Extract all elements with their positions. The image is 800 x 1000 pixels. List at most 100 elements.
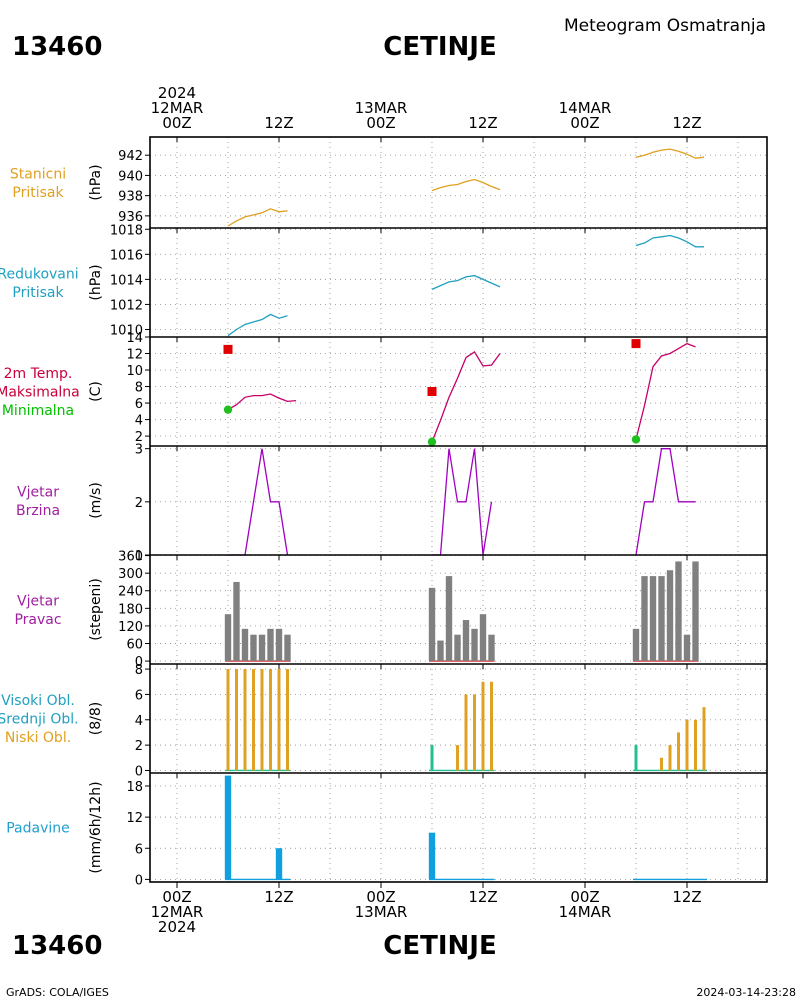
panel-label: Brzina xyxy=(16,503,60,519)
bottom-time-label: 13MAR xyxy=(355,903,408,921)
data-bar xyxy=(275,848,283,880)
header-station-id: 13460 xyxy=(12,32,102,62)
top-time-label: 12Z xyxy=(672,114,701,132)
panel-label: Pritisak xyxy=(12,285,64,301)
panel-label: 2m Temp. xyxy=(4,366,73,382)
y-tick-label: 12 xyxy=(126,811,143,826)
data-bar xyxy=(462,620,470,662)
data-bar xyxy=(277,669,281,771)
credit-text: GrADS: COLA/IGES xyxy=(6,986,109,999)
data-bar xyxy=(224,775,232,880)
y-tick-label: 2 xyxy=(135,739,143,754)
data-bar xyxy=(473,694,476,771)
top-time-label: 13MAR xyxy=(355,99,408,117)
bottom-time-label: 12Z xyxy=(468,888,497,906)
y-tick-label: 60 xyxy=(126,637,143,652)
bottom-time-label: 2024 xyxy=(158,918,196,936)
data-bar xyxy=(481,681,485,771)
panel-label: Pritisak xyxy=(12,185,64,201)
data-bar xyxy=(666,570,674,662)
data-bar xyxy=(454,634,461,662)
data-bar xyxy=(632,628,640,662)
unit-label: (hPa) xyxy=(88,164,104,200)
bottom-time-label: 12Z xyxy=(264,888,293,906)
panel-label: Maksimalna xyxy=(0,385,80,401)
data-bar xyxy=(490,681,493,771)
data-bar xyxy=(445,576,453,662)
y-tick-label: 4 xyxy=(135,414,143,429)
unit-label: (mm/6h/12h) xyxy=(88,781,104,873)
y-tick-label: 4 xyxy=(135,714,143,729)
max-temp-marker xyxy=(631,339,641,349)
data-bar xyxy=(286,669,289,771)
data-bar xyxy=(252,669,255,771)
y-tick-label: 180 xyxy=(118,602,143,617)
y-tick-label: 6 xyxy=(135,842,143,857)
bottom-time-label: 14MAR xyxy=(559,903,612,921)
min-temp-marker xyxy=(223,405,233,414)
y-tick-label: 2 xyxy=(135,430,143,445)
top-time-label: 2024 xyxy=(158,84,196,102)
max-temp-marker xyxy=(427,387,437,396)
data-bar xyxy=(258,634,266,662)
plot-frame xyxy=(149,136,768,883)
y-tick-label: 940 xyxy=(118,169,143,184)
data-bar xyxy=(488,634,495,662)
series-line xyxy=(431,178,501,192)
data-bar xyxy=(479,614,487,662)
data-bar xyxy=(243,669,247,771)
data-bar xyxy=(641,576,648,662)
unit-label: (8/8) xyxy=(88,702,104,735)
data-bar xyxy=(260,669,264,771)
y-tick-label: 240 xyxy=(118,585,143,600)
y-tick-label: 1018 xyxy=(110,223,143,238)
data-bar xyxy=(250,634,257,662)
series-line xyxy=(635,342,696,440)
unit-label: (hPa) xyxy=(88,264,104,300)
data-bar xyxy=(675,561,682,662)
data-bar xyxy=(267,628,274,662)
data-bar xyxy=(634,745,638,771)
series-line xyxy=(432,448,493,556)
y-tick-label: 120 xyxy=(118,620,143,635)
unit-label: (stepeni) xyxy=(88,578,104,641)
top-time-label: 14MAR xyxy=(559,99,612,117)
top-time-label: 00Z xyxy=(366,114,395,132)
y-tick-label: 300 xyxy=(118,567,143,582)
data-bar xyxy=(658,576,665,662)
y-tick-label: 6 xyxy=(135,397,143,412)
y-tick-label: 1010 xyxy=(110,323,143,338)
panel-label: Niski Obl. xyxy=(5,730,71,746)
y-tick-label: 1014 xyxy=(110,273,143,288)
panel-label: Padavine xyxy=(6,821,70,837)
series-line xyxy=(227,208,288,227)
y-tick-label: 14 xyxy=(126,331,143,346)
data-bar xyxy=(233,581,240,662)
panel-stanicni: 936 938 940 942 (hPa) Stanicni Pritisak xyxy=(10,137,767,228)
panel-label: Visoki Obl. xyxy=(1,693,75,709)
bottom-time-label: 00Z xyxy=(162,888,191,906)
panel-pravac: 0 60 120 180 240 300 360 (stepeni) Vjetar Pravac xyxy=(14,550,767,670)
data-bar xyxy=(275,628,283,662)
top-time-label: 12Z xyxy=(468,114,497,132)
panel-label: Vjetar xyxy=(17,484,59,500)
panel-redukovani: 1010 1012 1014 1016 1018 (hPa) Redukovani Priti… xyxy=(0,223,767,338)
data-bar xyxy=(456,745,459,771)
data-bar xyxy=(269,669,272,771)
y-tick-label: 938 xyxy=(118,190,143,205)
y-tick-label: 12 xyxy=(126,348,143,363)
y-tick-label: 0 xyxy=(135,655,143,670)
data-bar xyxy=(692,561,699,662)
series-line xyxy=(635,448,696,556)
top-time-label: 12Z xyxy=(264,114,293,132)
data-bar xyxy=(660,757,663,771)
data-bar xyxy=(677,732,680,771)
top-time-label: 00Z xyxy=(162,114,191,132)
data-bar xyxy=(428,587,436,662)
y-tick-label: 1012 xyxy=(110,298,143,313)
series-line xyxy=(227,313,288,337)
bottom-time-label: 12MAR xyxy=(151,903,204,921)
